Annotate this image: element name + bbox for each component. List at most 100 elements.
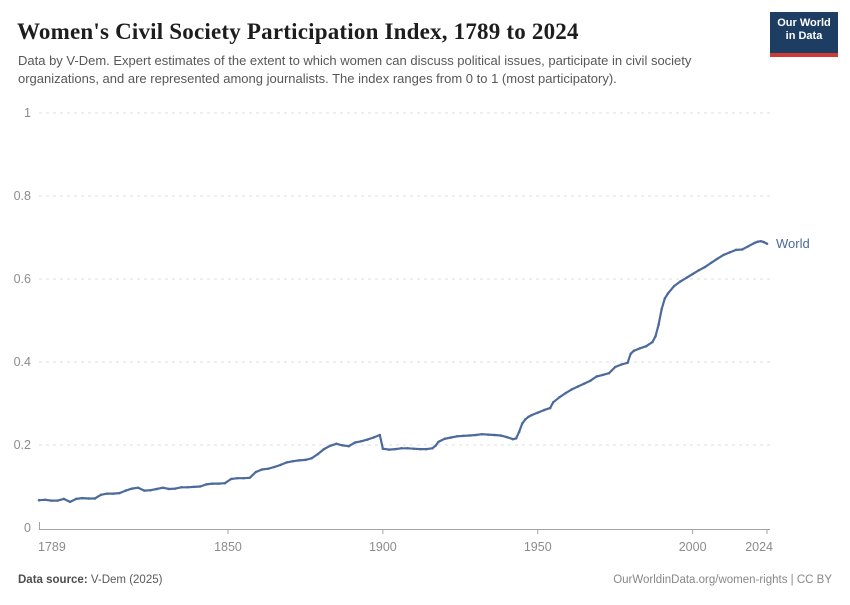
series-point [747, 244, 750, 248]
series-point [378, 433, 382, 437]
series-point [734, 248, 738, 252]
series-point [756, 240, 759, 243]
owid-logo-line1: Our World [777, 17, 831, 29]
series-point [174, 487, 177, 490]
series-point [517, 430, 521, 433]
chart-subtitle: Data by V-Dem. Expert estimates of the e… [18, 53, 692, 87]
series-point [149, 488, 152, 492]
series-point [99, 493, 103, 497]
owid-logo[interactable]: Our World in Data [770, 12, 838, 57]
series-point [468, 434, 471, 437]
series-point [740, 248, 744, 251]
series-point [43, 498, 47, 502]
series-point [161, 486, 165, 489]
series-point [273, 465, 276, 469]
series-point [248, 476, 251, 480]
series-point [765, 242, 769, 245]
series-point [366, 438, 369, 441]
x-axis-label-2000: 2000 [679, 540, 707, 554]
series-point [493, 433, 496, 437]
series-point [437, 440, 440, 443]
series-point [660, 307, 663, 311]
series-point [722, 253, 725, 257]
series-point [703, 265, 707, 269]
series-point [663, 297, 667, 300]
series-point [524, 418, 527, 421]
series-point [521, 422, 524, 425]
series-point [93, 497, 97, 500]
series-point [87, 497, 90, 500]
series-point [279, 463, 282, 467]
series-point [310, 457, 313, 460]
series-point [685, 276, 688, 280]
series-point [341, 444, 344, 447]
series-point [644, 344, 648, 348]
series-point [266, 467, 270, 470]
series-point [679, 280, 682, 283]
series-point [551, 401, 555, 404]
series-point [632, 349, 636, 353]
series-point [716, 257, 719, 260]
series-point [455, 435, 459, 438]
series-point [691, 272, 694, 276]
series-point [530, 413, 533, 417]
series-point [211, 482, 214, 485]
series-point [180, 486, 183, 489]
series-point [68, 500, 72, 504]
series-line-world [37, 240, 769, 503]
series-point [613, 365, 617, 369]
series-point [316, 452, 320, 456]
series-point [443, 437, 447, 441]
series-point [511, 437, 515, 441]
series-point [657, 323, 660, 326]
series-point [651, 340, 654, 344]
series-point [601, 373, 605, 377]
series-point [548, 406, 552, 410]
series-point [105, 492, 109, 495]
y-axis-label-0.2: 0.2 [14, 438, 31, 452]
series-point [753, 241, 756, 245]
series-point [186, 486, 189, 489]
series-point [666, 292, 670, 295]
attribution-link[interactable]: OurWorldinData.org/women-rights | CC BY [613, 574, 832, 586]
series-point [762, 240, 766, 244]
series-point [372, 436, 375, 439]
series-point [654, 335, 657, 338]
series-point [595, 375, 598, 378]
series-point [542, 408, 546, 412]
series-point [607, 371, 611, 375]
series-point [486, 433, 490, 436]
series-point [400, 447, 403, 450]
series-point [480, 432, 484, 436]
series-point [56, 499, 59, 502]
chart-footer: Data source: V-Dem (2025) OurWorldinData… [18, 574, 832, 586]
series-point [50, 499, 53, 502]
series-point [474, 433, 478, 437]
series-point [462, 434, 465, 438]
series-point [37, 498, 41, 502]
series-point [347, 444, 351, 448]
series-point [167, 487, 171, 491]
series-point [229, 477, 233, 481]
series-point [143, 489, 146, 492]
series-point [527, 415, 530, 419]
series-point [223, 481, 227, 485]
series-point [254, 470, 258, 474]
series-point [297, 459, 301, 462]
page-title: Women's Civil Society Participation Inde… [17, 19, 579, 44]
series-point [431, 447, 434, 450]
series-point [136, 486, 140, 489]
owid-logo-line2: in Data [785, 30, 823, 42]
series-point [81, 496, 84, 500]
y-axis-label-0.8: 0.8 [14, 189, 31, 203]
series-point [638, 347, 642, 350]
series-point [626, 361, 629, 365]
series-point [514, 437, 518, 440]
series-point [424, 447, 428, 451]
series-point [672, 284, 676, 288]
series-point [387, 448, 391, 451]
series-point [620, 363, 623, 366]
series-point [394, 447, 397, 451]
series-point [505, 435, 509, 439]
